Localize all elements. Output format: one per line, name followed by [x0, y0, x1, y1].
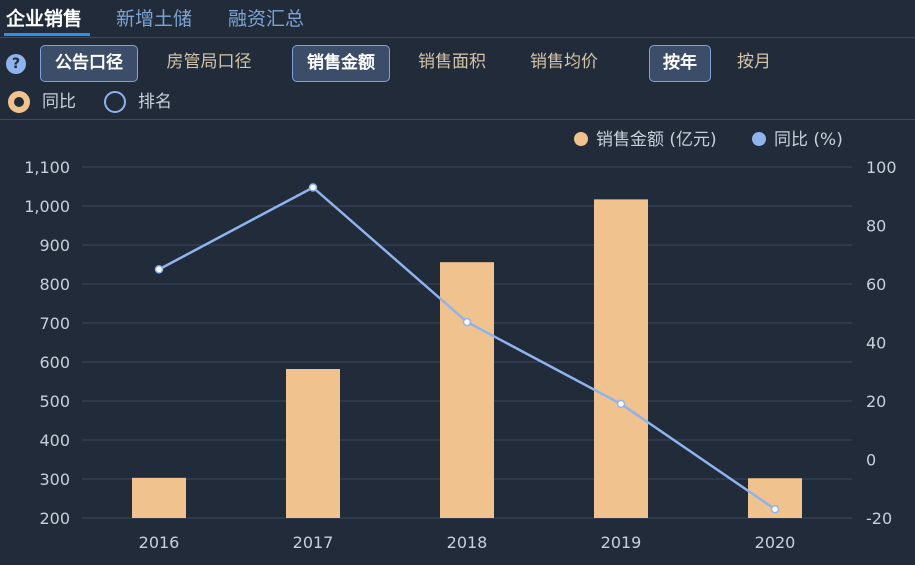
sales-chart: 销售金额 (亿元) 同比 (%) 200300400500600700800900…: [24, 130, 897, 552]
left-axis-tick-label: 400: [39, 431, 70, 450]
left-axis-tick-label: 200: [39, 509, 70, 528]
x-axis-tick-label: 2016: [139, 533, 180, 552]
tab-financing-summary[interactable]: 融资汇总: [228, 8, 305, 30]
x-axis-tick-label: 2017: [293, 533, 334, 552]
bar: [440, 262, 494, 518]
left-axis-tick-label: 800: [39, 275, 70, 294]
right-axis-tick-label: 80: [866, 217, 886, 236]
radio-unchecked-icon: [104, 91, 126, 113]
rank-radio[interactable]: 排名: [104, 91, 184, 113]
bar: [594, 199, 648, 518]
left-axis-tick-label: 500: [39, 392, 70, 411]
right-axis-tick-label: 20: [866, 392, 886, 411]
rank-radio-label: 排名: [138, 92, 172, 112]
line-point: [154, 265, 164, 274]
scope-housing-bureau-button[interactable]: 房管局口径: [166, 52, 252, 72]
tab-new-land-reserve[interactable]: 新增土储: [116, 8, 193, 30]
tab-enterprise-sales[interactable]: 企业销售: [6, 8, 83, 30]
bar: [132, 477, 186, 518]
right-axis-tick-label: 0: [866, 451, 876, 470]
line-point: [308, 183, 318, 192]
yoy-radio-label: 同比: [42, 92, 76, 112]
radio-checked-icon: [8, 91, 30, 113]
metric-avg-price-button[interactable]: 销售均价: [530, 52, 598, 72]
bar: [286, 369, 340, 518]
x-axis: 2016 2017 2018 2019 2020: [139, 533, 796, 552]
period-yearly-button[interactable]: 按年: [649, 45, 711, 82]
metric-sales-area-button[interactable]: 销售面积: [418, 52, 486, 72]
left-axis: 200 300 400 500 600 700 800 900 1,000 1,100: [24, 158, 70, 528]
left-axis-tick-label: 600: [39, 353, 70, 372]
legend-line-label: 同比 (%): [774, 130, 843, 150]
left-axis-tick-label: 1,100: [24, 158, 70, 177]
scope-announcement-button[interactable]: 公告口径: [40, 45, 138, 82]
legend-bar-swatch: [574, 132, 588, 146]
active-tab-indicator: [4, 33, 90, 36]
left-axis-tick-label: 1,000: [24, 197, 70, 216]
chart-legend: 销售金额 (亿元) 同比 (%): [574, 130, 843, 150]
line-point: [616, 399, 626, 409]
yoy-radio[interactable]: 同比: [8, 91, 88, 113]
left-axis-tick-label: 700: [39, 314, 70, 333]
help-icon[interactable]: ?: [6, 54, 26, 74]
period-monthly-button[interactable]: 按月: [737, 52, 771, 72]
legend-bar-label: 销售金额 (亿元): [596, 130, 717, 150]
line-point: [462, 317, 472, 327]
right-axis-tick-label: 60: [866, 275, 886, 294]
filter-bar: ? 公告口径 房管局口径 销售金额 销售面积 销售均价 按年 按月 同比 排名: [0, 40, 915, 120]
legend-line-swatch: [752, 132, 766, 146]
x-axis-tick-label: 2020: [755, 533, 796, 552]
right-axis-tick-label: -20: [866, 509, 892, 528]
line-series: [154, 183, 780, 514]
bar-series: [132, 199, 802, 518]
tab-bar: 企业销售 新增土储 融资汇总: [0, 0, 915, 38]
line-point: [770, 504, 780, 514]
right-axis-tick-label: 100: [866, 158, 897, 177]
metric-sales-amount-button[interactable]: 销售金额: [292, 45, 390, 82]
left-axis-tick-label: 300: [39, 470, 70, 489]
x-axis-tick-label: 2018: [447, 533, 488, 552]
x-axis-tick-label: 2019: [601, 533, 642, 552]
left-axis-tick-label: 900: [39, 236, 70, 255]
right-axis: -20 0 20 40 60 80 100: [866, 158, 897, 528]
right-axis-tick-label: 40: [866, 334, 886, 353]
